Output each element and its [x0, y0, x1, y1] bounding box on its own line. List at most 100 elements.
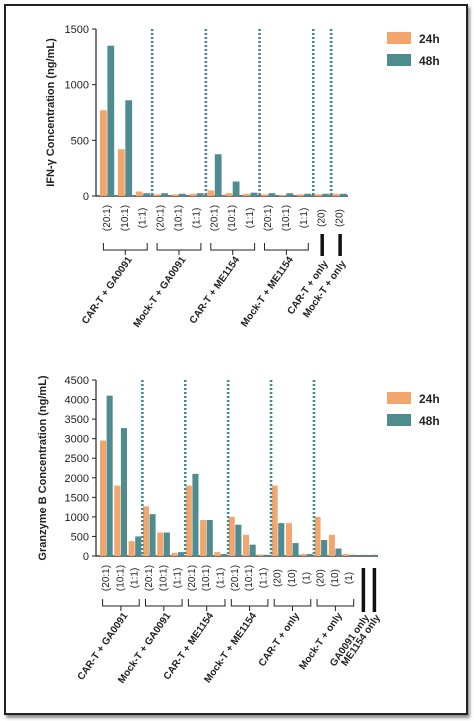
group-bracket-ifn [102, 243, 148, 255]
category-label-ifn: (20:1) [156, 205, 167, 231]
y-tick-label-gzb: 3500 [65, 414, 89, 426]
y-tick-label-gzb: 0 [83, 551, 89, 563]
y-tick-label-gzb: 2000 [65, 473, 89, 485]
group-bracket-gzb [187, 599, 226, 611]
group-bracket-ifn [264, 243, 309, 255]
bar-gzb-48h [149, 514, 156, 556]
group-label-ifn: CAR-T + ME1154 [188, 254, 243, 326]
bar-gzb-48h [278, 523, 285, 556]
category-label-gzb: (1:1) [173, 568, 184, 589]
bar-gzb-24h [228, 516, 235, 556]
bar-gzb-single [360, 554, 367, 556]
category-label-ifn: (1:1) [138, 208, 149, 229]
y-tick-label-gzb: 3000 [65, 434, 89, 446]
y-tick-label-gzb: 4500 [65, 375, 89, 387]
bar-gzb-single [371, 554, 378, 556]
legend-label-ifn: 48h [419, 54, 440, 68]
y-tick-label-gzb: 1500 [65, 492, 89, 504]
legend-label-gzb: 24h [419, 392, 440, 406]
bar-gzb-24h [185, 485, 192, 556]
bar-ifn-24h [243, 193, 250, 196]
bar-gzb-48h [206, 520, 213, 556]
group-bracket-gzb [273, 599, 312, 611]
y-tick-label-ifn: 1500 [65, 24, 89, 36]
bar-gzb-48h [221, 554, 228, 556]
bar-ifn-48h [107, 45, 115, 197]
group-bracket-ifn [156, 243, 202, 255]
category-label-ifn: (1:1) [191, 208, 202, 229]
category-label-gzb: (10) [287, 569, 298, 587]
category-label-ifn: (10:1) [227, 205, 238, 231]
bar-gzb-24h [157, 532, 164, 556]
bar-ifn-24h [207, 190, 215, 196]
category-label-ifn: (10:1) [120, 205, 131, 231]
bar-ifn-48h [340, 193, 347, 196]
bar-gzb-48h [235, 524, 242, 556]
bar-gzb-48h [192, 473, 199, 556]
category-label-gzb: (20) [316, 569, 327, 587]
category-label-ifn: (20) [335, 209, 346, 227]
bar-gzb-24h [328, 534, 335, 556]
bar-gzb-24h [243, 534, 250, 556]
category-label-ifn: (10:1) [281, 205, 292, 231]
category-label-gzb: (20:1) [101, 565, 112, 591]
group-label-gzb: CAR-T + only [257, 610, 302, 668]
category-label-ifn: (1:1) [245, 208, 256, 229]
category-label-gzb: (10:1) [201, 565, 212, 591]
bar-gzb-48h [106, 395, 113, 556]
category-label-gzb: (10) [330, 569, 341, 587]
y-tick-label-gzb: 2500 [65, 453, 89, 465]
legend-label-ifn: 24h [419, 32, 440, 46]
bar-ifn-48h [196, 193, 204, 196]
bar-gzb-48h [135, 536, 142, 556]
bar-ifn-48h [268, 193, 276, 196]
y-tick-label-ifn: 1000 [65, 80, 89, 92]
bar-gzb-48h [178, 552, 185, 556]
group-label-ifn: Mock-T + GA0091 [132, 254, 189, 329]
bar-gzb-24h [114, 485, 121, 556]
bar-ifn-48h [214, 154, 222, 196]
bar-gzb-24h [285, 523, 292, 556]
bar-ifn-24h [279, 194, 286, 196]
category-label-gzb: (10:1) [244, 565, 255, 591]
category-label-ifn: (20:1) [102, 205, 113, 231]
bar-ifn-24h [135, 191, 143, 196]
bar-gzb-24h [200, 520, 207, 556]
category-label-gzb: (20:1) [187, 565, 198, 591]
bar-gzb-24h [171, 552, 178, 556]
bar-ifn-24h [189, 193, 197, 196]
y-tick-label-ifn: 0 [83, 191, 89, 203]
bar-gzb-48h [249, 544, 256, 556]
y-tick-label-gzb: 1000 [65, 512, 89, 524]
category-label-gzb: (1) [344, 572, 355, 584]
category-label-ifn: (20) [317, 209, 328, 227]
bar-ifn-48h [250, 192, 258, 196]
bar-gzb-48h [306, 554, 313, 556]
group-bracket-gzb [230, 599, 269, 611]
y-tick-label-ifn: 500 [71, 135, 89, 147]
legend-label-gzb: 48h [419, 414, 440, 428]
bar-ifn-24h [100, 110, 107, 196]
bar-ifn-48h [179, 193, 186, 196]
bar-gzb-24h [214, 552, 221, 556]
bar-ifn-48h [143, 193, 150, 196]
bar-gzb-48h [120, 428, 127, 556]
legend-swatch-ifn-48h [387, 54, 411, 66]
bar-ifn-24h [225, 193, 233, 196]
bar-gzb-24h [300, 554, 307, 556]
bar-gzb-24h [142, 506, 149, 556]
group-label-ifn: CAR-T + GA0091 [80, 254, 135, 326]
category-label-gzb: (10:1) [158, 565, 169, 591]
y-axis-label-gzb: Granzyme B Concentration (ng/mL) [37, 375, 49, 561]
category-label-gzb: (20) [273, 569, 284, 587]
bar-gzb-48h [335, 548, 342, 556]
category-label-ifn: (10:1) [174, 205, 185, 231]
bar-gzb-24h [271, 485, 278, 556]
y-axis-label-ifn: IFN-γ Concentration (ng/mL) [45, 38, 57, 187]
y-tick-label-gzb: 4000 [65, 395, 89, 407]
category-label-gzb: (1:1) [216, 568, 227, 589]
bar-ifn-24h [171, 194, 179, 196]
bar-ifn-24h [261, 194, 268, 196]
bar-ifn-24h [332, 193, 340, 196]
